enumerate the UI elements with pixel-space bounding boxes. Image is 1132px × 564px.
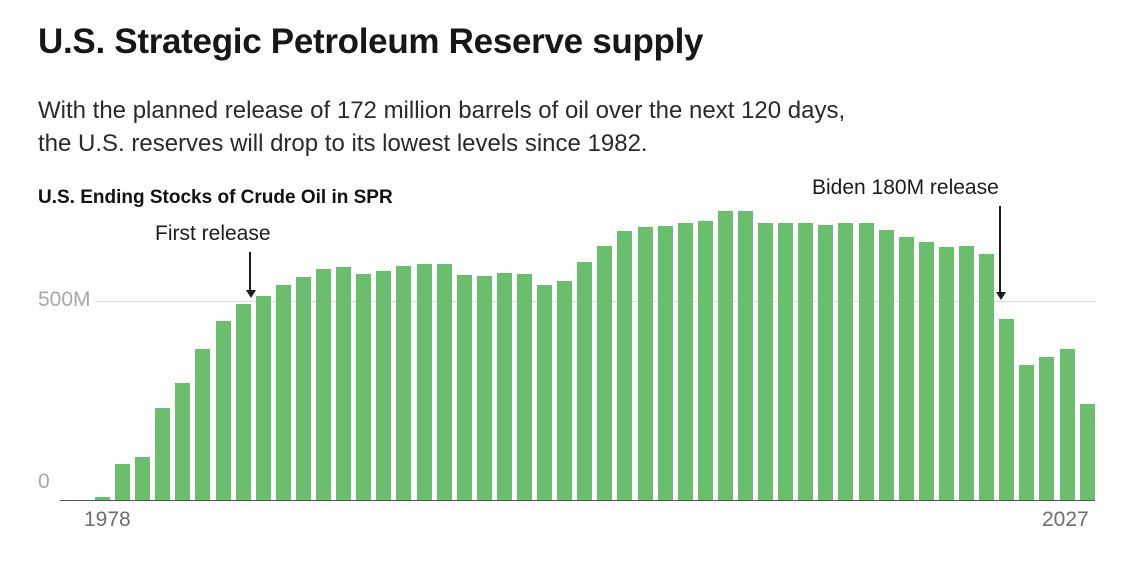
bar-2000: [537, 285, 553, 500]
bar-2009: [717, 211, 733, 500]
down-arrow-icon-first-release: [249, 252, 251, 290]
bar-2024: [1019, 365, 1035, 500]
annotation-first-release: First release: [155, 222, 271, 245]
bar-1980: [135, 457, 151, 500]
down-arrowhead-icon-biden-release: [996, 292, 1006, 300]
bar-1978: [95, 497, 110, 500]
bar-1994: [416, 264, 432, 500]
bar-1989: [316, 269, 332, 500]
bar-1982: [175, 383, 191, 500]
annotation-biden-release: Biden 180M release: [812, 176, 999, 199]
bar-1981: [155, 408, 171, 500]
x-tick-1978: 1978: [84, 508, 131, 531]
bar-1987: [275, 285, 291, 500]
bar-1984: [215, 321, 231, 500]
bar-2022: [979, 254, 995, 500]
bar-1996: [456, 275, 472, 500]
bar-series: [95, 198, 1095, 500]
bar-1986: [255, 296, 271, 500]
subtitle-line-1: With the planned release of 172 million …: [38, 97, 846, 124]
bar-2021: [959, 246, 975, 500]
bar-1993: [396, 266, 412, 500]
bar-2007: [677, 223, 693, 500]
subtitle-line-2: the U.S. reserves will drop to its lowes…: [38, 130, 648, 157]
bar-1990: [336, 267, 352, 500]
down-arrow-icon-biden-release: [999, 206, 1001, 292]
subtitle: With the planned release of 172 million …: [38, 94, 845, 160]
x-tick-2027: 2027: [1042, 508, 1089, 531]
y-tick-0: 0: [38, 470, 50, 493]
bar-2002: [577, 262, 593, 500]
bar-2010: [738, 211, 753, 500]
bar-2011: [758, 223, 774, 500]
bar-2015: [838, 223, 854, 500]
bar-2027: [1079, 404, 1095, 500]
bar-2013: [798, 223, 814, 500]
bar-1999: [516, 274, 532, 500]
bar-2016: [858, 223, 874, 500]
bar-2020: [938, 247, 954, 500]
bar-2014: [818, 225, 834, 500]
down-arrowhead-icon-first-release: [246, 290, 256, 298]
bar-2019: [918, 242, 934, 500]
bar-1979: [115, 464, 131, 500]
page-title: U.S. Strategic Petroleum Reserve supply: [38, 22, 704, 61]
bar-2018: [898, 237, 914, 500]
bar-2003: [597, 246, 613, 500]
bar-2004: [617, 231, 633, 500]
gridline-500m: [95, 301, 1095, 302]
bar-2026: [1059, 349, 1075, 500]
bar-1997: [476, 276, 492, 500]
bar-1998: [496, 273, 512, 500]
bar-2025: [1039, 357, 1055, 500]
bar-1983: [195, 349, 211, 500]
bar-2006: [657, 226, 673, 500]
bar-2012: [778, 223, 794, 500]
bar-2001: [557, 281, 573, 500]
bar-1995: [436, 264, 452, 500]
bar-2005: [637, 227, 653, 500]
x-axis-line: [60, 500, 1095, 501]
chart-title: U.S. Ending Stocks of Crude Oil in SPR: [38, 187, 393, 208]
y-tick-500m: 500M: [38, 288, 91, 311]
bar-2017: [878, 230, 894, 500]
bar-1991: [356, 274, 372, 500]
bar-1992: [376, 271, 392, 500]
bar-1985: [235, 304, 251, 500]
bar-1988: [295, 277, 311, 500]
bar-2008: [697, 221, 713, 500]
bar-2023: [999, 319, 1015, 500]
